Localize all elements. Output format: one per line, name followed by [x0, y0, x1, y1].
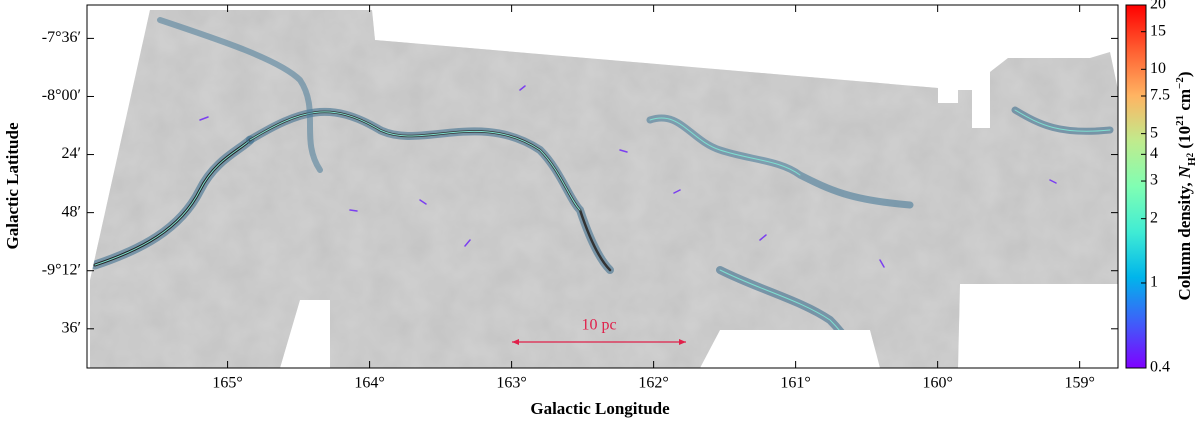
colorbar-label-part: Column density, — [1175, 178, 1194, 300]
colorbar-tick-label: 4 — [1150, 145, 1158, 162]
colorbar-label-part: ) — [1175, 71, 1194, 77]
colorbar-label-part: 2 — [1185, 152, 1195, 157]
map — [90, 10, 1118, 368]
map-texture — [90, 10, 1118, 368]
x-tick-label: 164° — [354, 375, 384, 392]
y-axis-label: Galactic Latitude — [3, 122, 22, 249]
x-tick-label: 163° — [496, 375, 526, 392]
colorbar-tick-label: 2 — [1150, 209, 1158, 226]
colorbar-label-part: H — [1186, 157, 1198, 166]
x-tick-label: 165° — [212, 375, 242, 392]
x-axis-label: Galactic Longitude — [530, 399, 670, 418]
colorbar-label-part: N — [1175, 165, 1194, 179]
colorbar-label-part: 21 — [1174, 115, 1186, 126]
colorbar-tick-label: 5 — [1150, 124, 1158, 141]
colorbar — [1125, 4, 1147, 369]
y-tick-label: -8°00′ — [42, 87, 81, 104]
colorbar-tick-label: 10 — [1150, 60, 1166, 77]
colorbar-label-part: (10 — [1175, 126, 1194, 153]
colorbar-tick-label: 3 — [1150, 172, 1158, 189]
colorbar-tick-label: 1 — [1150, 274, 1158, 291]
colorbar-tick-label: 0.4 — [1150, 359, 1170, 376]
x-tick-label: 160° — [922, 375, 952, 392]
plot-frame — [86, 4, 1119, 369]
y-tick-label: 36′ — [62, 319, 82, 336]
x-tick-label: 159° — [1064, 375, 1094, 392]
y-tick-label: 48′ — [62, 203, 82, 220]
x-tick-label: 161° — [780, 375, 810, 392]
scale-bar-label: 10 pc — [581, 317, 616, 334]
colorbar-label: Column density, NH2 (1021 cm−2) — [1174, 71, 1198, 300]
colorbar-tick-label: 20 — [1150, 0, 1166, 13]
colorbar-tick-label: 15 — [1150, 22, 1166, 39]
y-tick-label: -9°12′ — [42, 261, 81, 278]
y-tick-label: -7°36′ — [42, 29, 81, 46]
colorbar-tick-label: 7.5 — [1150, 87, 1170, 104]
y-tick-label: 24′ — [62, 145, 82, 162]
colorbar-label-part: −2 — [1174, 77, 1186, 89]
scale-bar — [512, 339, 686, 345]
x-tick-label: 162° — [638, 375, 668, 392]
colorbar-label-part: cm — [1175, 89, 1194, 115]
